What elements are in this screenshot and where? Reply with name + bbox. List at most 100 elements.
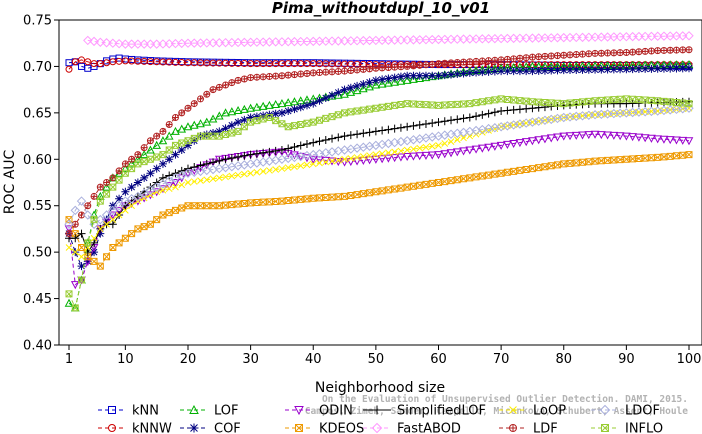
- point-fastabod-98: [671, 31, 682, 41]
- point-simplifiedlof-69: [490, 108, 499, 117]
- legend-item-ldf: LDF: [499, 422, 558, 434]
- point-inflo-7: [103, 190, 111, 198]
- point-cof-45: [340, 85, 349, 94]
- point-fastabod-4: [83, 35, 93, 46]
- point-fastabod-21: [189, 38, 199, 48]
- point-inflo-68: [485, 97, 493, 105]
- point-fastabod-29: [239, 37, 250, 48]
- y-tick-label-6: 0.70: [23, 60, 52, 75]
- point-fastabod-84: [584, 32, 594, 42]
- point-cof-99: [678, 64, 687, 73]
- point-loop-24: [209, 175, 217, 183]
- point-cof-23: [202, 130, 211, 139]
- point-ldof-14: [145, 185, 156, 195]
- point-simplifiedlof-2: [71, 234, 80, 243]
- point-loop-3: [78, 253, 85, 261]
- point-fastabod-92: [634, 31, 644, 42]
- point-inflo-50: [372, 104, 380, 112]
- point-fastabod-88: [609, 32, 619, 42]
- point-odin-81: [565, 132, 575, 141]
- point-inflo-36: [284, 123, 292, 131]
- point-lof-50: [371, 80, 381, 89]
- y-tick-label-4: 0.60: [23, 153, 52, 168]
- point-cof-64: [459, 69, 468, 78]
- point-loop-11: [128, 202, 135, 210]
- point-odin-83: [578, 131, 587, 140]
- point-fastabod-23: [202, 38, 212, 48]
- point-loop-26: [222, 173, 229, 181]
- point-simplifiedlof-63: [453, 115, 462, 124]
- point-odin-80: [559, 132, 569, 141]
- point-loop-48: [359, 153, 367, 160]
- point-kdeos-75: [528, 165, 536, 173]
- point-loop-63: [453, 136, 461, 144]
- point-inflo-29: [240, 123, 248, 131]
- point-fastabod-27: [227, 37, 237, 48]
- point-kdeos-6: [96, 262, 104, 270]
- point-odin-70: [496, 141, 506, 150]
- point-inflo-18: [171, 141, 179, 149]
- point-ldf-18: [171, 114, 179, 121]
- point-odin-82: [571, 131, 581, 140]
- point-kdeos-66: [472, 173, 480, 181]
- point-simplifiedlof-66: [472, 112, 481, 121]
- point-fastabod-68: [483, 34, 494, 44]
- point-lof-31: [252, 102, 262, 111]
- point-simplifiedlof-41: [315, 137, 324, 146]
- point-ldf-61: [441, 59, 449, 67]
- point-inflo-65: [466, 100, 474, 108]
- point-cof-88: [609, 65, 618, 74]
- point-inflo-44: [334, 111, 342, 119]
- point-ldf-45: [341, 67, 349, 75]
- point-kdeos-8: [109, 244, 117, 251]
- point-lof-13: [139, 150, 149, 159]
- series-ldf: [65, 46, 693, 237]
- point-odin-62: [446, 149, 456, 158]
- point-lof-15: [152, 140, 162, 149]
- point-loop-27: [228, 172, 236, 180]
- point-fastabod-74: [521, 33, 531, 43]
- point-cof-58: [421, 71, 430, 80]
- point-ldf-10: [121, 160, 129, 168]
- point-kdeos-62: [447, 177, 455, 185]
- point-kdeos-56: [409, 182, 417, 190]
- point-odin-69: [490, 142, 500, 151]
- x-tick-label-6: 60: [430, 352, 447, 367]
- point-lof-37: [290, 97, 299, 106]
- point-ldf-13: [140, 144, 148, 152]
- point-cof-60: [434, 71, 443, 80]
- y-tick-label-3: 0.55: [23, 199, 52, 214]
- x-tick-label-9: 90: [618, 352, 635, 367]
- point-fastabod-33: [264, 37, 275, 47]
- point-inflo-4: [84, 239, 92, 247]
- point-fastabod-87: [602, 32, 613, 42]
- point-fastabod-99: [678, 31, 688, 41]
- point-ldf-58: [422, 61, 430, 69]
- point-ldf-81: [566, 51, 574, 59]
- point-odin-98: [672, 136, 681, 145]
- point-inflo-1: [65, 290, 73, 298]
- point-simplifiedlof-73: [515, 105, 524, 114]
- point-kdeos-82: [572, 159, 580, 167]
- legend-label-ldf: LDF: [533, 422, 558, 434]
- point-fastabod-71: [502, 33, 513, 44]
- point-lof-23: [202, 117, 212, 126]
- point-lof-26: [221, 108, 230, 117]
- series-line-kdeos: [68, 154, 690, 267]
- point-simplifiedlof-38: [296, 141, 305, 150]
- point-ldf-68: [485, 57, 493, 65]
- point-lof-54: [396, 76, 406, 85]
- point-cof-11: [127, 183, 136, 192]
- point-inflo-21: [190, 134, 198, 142]
- point-odin-15: [152, 188, 162, 197]
- point-fastabod-81: [565, 32, 575, 43]
- point-loop-61: [441, 140, 449, 147]
- point-fastabod-82: [571, 32, 581, 43]
- point-lof-19: [177, 124, 187, 133]
- series-inflo: [65, 95, 693, 312]
- x-tick-label-1: 10: [117, 352, 134, 367]
- point-kdeos-46: [347, 192, 355, 199]
- point-kdeos-25: [215, 202, 223, 210]
- point-simplifiedlof-31: [252, 149, 261, 158]
- point-ldf-9: [115, 167, 123, 175]
